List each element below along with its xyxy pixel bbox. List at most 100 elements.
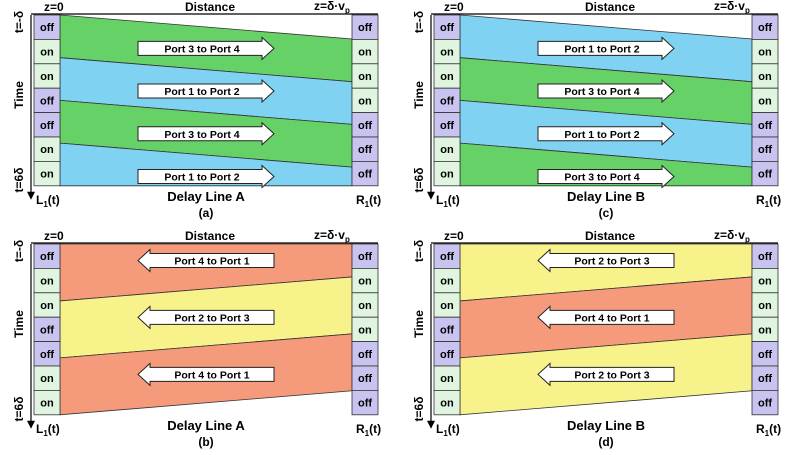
band-label: Port 4 to Port 1: [174, 255, 249, 267]
left-cell-off: [33, 87, 61, 113]
panel-caption: (d): [598, 435, 613, 449]
left-cell-label: off: [440, 95, 454, 107]
left-cell-off: [33, 112, 61, 138]
left-cell-label: on: [440, 398, 454, 410]
right-cell-label: on: [358, 276, 372, 288]
right-cell-label: on: [758, 300, 772, 312]
arrow-left-icon: [137, 305, 275, 330]
right-cell-off: [351, 389, 379, 416]
z-end-label: z=δ·vp: [714, 228, 750, 244]
t-end-label: t=6δ: [412, 397, 426, 422]
z0-label: z=0: [44, 229, 64, 243]
time-axis-arrowhead: [27, 191, 35, 200]
arrow-right-icon: [137, 36, 275, 61]
left-cell-label: off: [40, 324, 54, 336]
left-cell-label: on: [40, 169, 54, 181]
right-cell-on: [351, 292, 379, 318]
left-cell-on: [433, 389, 461, 416]
right-cell-label: off: [758, 373, 772, 385]
right-cell-label: off: [758, 120, 772, 132]
arrow-left-icon: [537, 248, 675, 273]
right-cell-label: off: [358, 144, 372, 156]
z-end-label: z=δ·vp: [314, 228, 350, 244]
left-cell-label: on: [440, 300, 454, 312]
right-signal-label: R1(t): [756, 422, 781, 438]
right-cell-off: [751, 365, 779, 391]
left-cell-on: [433, 365, 461, 391]
right-cell-on: [751, 268, 779, 294]
right-cell-label: off: [758, 349, 772, 361]
panel-d: z=0 Distance z=δ·vp t=-δ Time t=6δ Port 2 to P…: [412, 228, 781, 449]
time-label: Time: [12, 310, 26, 338]
band-label: Port 4 to Port 1: [574, 312, 649, 324]
time-label: Time: [12, 81, 26, 109]
left-cell-off: [433, 87, 461, 113]
band-label: Port 3 to Port 4: [564, 171, 639, 183]
left-cell-label: off: [440, 120, 454, 132]
right-cell-off: [751, 389, 779, 416]
delay-line-label: Delay Line B: [567, 418, 645, 433]
right-cell-off: [351, 341, 379, 367]
time-axis-arrowhead: [27, 420, 35, 429]
left-cell-off: [33, 243, 61, 269]
left-signal-label: L1(t): [436, 422, 460, 438]
right-cell-label: off: [758, 22, 772, 34]
left-signal-label: L1(t): [436, 193, 460, 209]
right-cell-label: on: [358, 71, 372, 83]
left-signal-label: L1(t): [36, 422, 60, 438]
t-start-label: t=-δ: [12, 240, 26, 262]
left-cell-label: on: [40, 71, 54, 83]
left-cell-label: on: [40, 144, 54, 156]
right-cell-label: on: [758, 47, 772, 59]
right-cell-label: on: [758, 324, 772, 336]
z0-label: z=0: [44, 0, 64, 14]
right-cell-label: on: [358, 300, 372, 312]
right-cell-label: off: [358, 120, 372, 132]
left-cell-label: on: [40, 300, 54, 312]
band-label: Port 3 to Port 4: [164, 129, 239, 141]
left-cell-label: on: [440, 144, 454, 156]
left-cell-on: [33, 63, 61, 89]
right-cell-off: [751, 243, 779, 269]
arrow-right-icon: [537, 36, 675, 61]
panel-caption: (b): [198, 435, 213, 449]
right-cell-label: on: [358, 324, 372, 336]
time-label: Time: [412, 81, 426, 109]
z0-label: z=0: [444, 229, 464, 243]
right-cell-label: off: [358, 251, 372, 263]
right-cell-label: on: [358, 95, 372, 107]
left-cell-label: off: [440, 251, 454, 263]
left-cell-off: [433, 14, 461, 40]
right-signal-label: R1(t): [356, 422, 381, 438]
right-cell-label: on: [758, 71, 772, 83]
z-end-label: z=δ·vp: [714, 0, 750, 15]
right-cell-label: off: [758, 169, 772, 181]
band-label: Port 1 to Port 2: [164, 171, 239, 183]
right-cell-label: on: [758, 95, 772, 107]
band-label: Port 1 to Port 2: [564, 129, 639, 141]
left-cell-label: off: [40, 95, 54, 107]
left-cell-label: on: [440, 373, 454, 385]
right-cell-off: [351, 365, 379, 391]
right-cell-label: on: [758, 276, 772, 288]
right-cell-label: on: [358, 47, 372, 59]
delay-line-label: Delay Line A: [167, 189, 245, 204]
left-cell-on: [433, 160, 461, 187]
right-cell-on: [751, 39, 779, 65]
left-cell-label: off: [40, 251, 54, 263]
right-cell-label: off: [358, 349, 372, 361]
t-start-label: t=-δ: [12, 11, 26, 33]
time-label: Time: [412, 310, 426, 338]
arrow-left-icon: [137, 362, 275, 387]
left-cell-on: [33, 389, 61, 416]
distance-label: Distance: [585, 229, 635, 243]
z-end-label: z=δ·vp: [314, 0, 350, 15]
right-cell-on: [351, 87, 379, 113]
left-cell-label: on: [440, 71, 454, 83]
left-cell-on: [33, 160, 61, 187]
right-cell-label: off: [358, 373, 372, 385]
right-signal-label: R1(t): [356, 193, 381, 209]
left-cell-off: [33, 316, 61, 342]
left-cell-on: [433, 39, 461, 65]
